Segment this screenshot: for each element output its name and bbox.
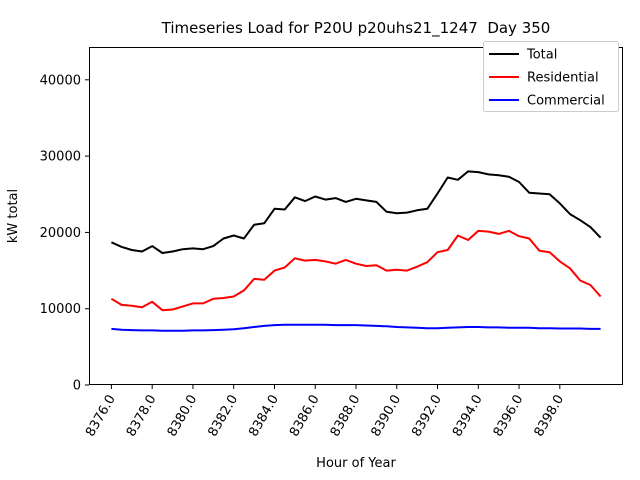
- x-axis-ticks: 8376.0 8378.0 8380.0 8382.0 8384.0 8386.0 8388…: [83, 385, 567, 439]
- legend-label-residential: Residential: [527, 71, 599, 86]
- x-tick-label: 8388.0: [328, 393, 364, 440]
- x-axis-label: Hour of Year: [316, 456, 396, 471]
- x-tick-label: 8398.0: [532, 393, 568, 440]
- x-tick-label: 8376.0: [83, 393, 119, 440]
- y-tick-label: 0: [73, 379, 81, 394]
- chart-title: Timeseries Load for P20U p20uhs21_1247 D…: [161, 19, 551, 38]
- legend-frame: [483, 41, 619, 112]
- x-tick-label: 8392.0: [409, 393, 445, 440]
- legend-label-commercial: Commercial: [527, 94, 605, 109]
- y-axis-label: kW total: [6, 189, 21, 243]
- y-tick-label: 20000: [40, 226, 81, 241]
- series-line-total: [110, 170, 602, 254]
- y-tick-label: 40000: [40, 73, 81, 88]
- x-tick-label: 8390.0: [368, 393, 404, 440]
- x-tick-label: 8396.0: [491, 393, 527, 440]
- y-axis-ticks: 0 10000 20000 30000 40000: [40, 73, 89, 394]
- x-tick-label: 8386.0: [287, 393, 323, 440]
- x-tick-label: 8380.0: [165, 393, 201, 440]
- plot-area-border: [89, 47, 623, 385]
- legend: Total Residential Commercial: [483, 41, 619, 112]
- series-lines: [110, 170, 602, 332]
- series-line-residential: [110, 229, 602, 312]
- series-line-commercial: [111, 323, 601, 332]
- x-tick-label: 8394.0: [450, 393, 486, 440]
- legend-label-total: Total: [526, 48, 557, 63]
- x-tick-label: 8384.0: [246, 393, 282, 440]
- y-tick-label: 10000: [40, 302, 81, 317]
- x-tick-label: 8382.0: [205, 393, 241, 440]
- y-tick-label: 30000: [40, 150, 81, 165]
- x-tick-label: 8378.0: [124, 393, 160, 440]
